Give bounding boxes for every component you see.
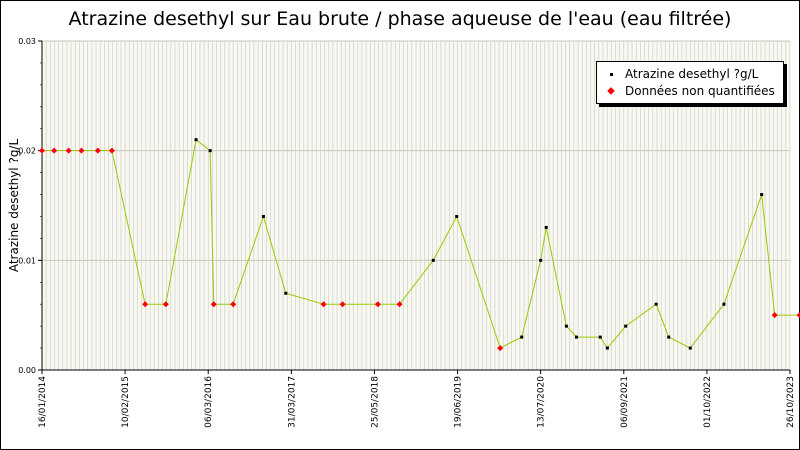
data-point-non-quantified	[339, 301, 346, 308]
x-tick-label: 16/01/2014	[38, 376, 48, 428]
data-point-non-quantified	[396, 301, 403, 308]
data-point-non-quantified	[108, 147, 115, 154]
chart-legend: Atrazine desethyl ?g/L ◆ Données non quan…	[596, 61, 784, 104]
legend-marker-black-icon	[605, 66, 617, 82]
x-tick-label: 25/05/2018	[370, 376, 380, 428]
data-point-non-quantified	[78, 147, 85, 154]
data-point	[624, 324, 628, 328]
data-point	[605, 346, 609, 350]
x-tick-label: 06/03/2016	[204, 376, 214, 428]
data-point	[564, 324, 568, 328]
data-point	[544, 225, 548, 229]
data-point-non-quantified	[771, 312, 778, 319]
x-tick-label: 10/02/2015	[121, 376, 131, 428]
x-tick-label: 26/10/2023	[786, 376, 796, 428]
chart-title: Atrazine desethyl sur Eau brute / phase …	[68, 8, 732, 30]
data-point-non-quantified	[210, 301, 217, 308]
data-point	[261, 214, 265, 218]
x-tick-label: 13/07/2020	[537, 376, 547, 428]
x-tick-label: 01/10/2022	[703, 376, 713, 428]
data-point-non-quantified	[142, 301, 149, 308]
data-point-non-quantified	[162, 301, 169, 308]
data-point-non-quantified	[94, 147, 101, 154]
data-point	[431, 258, 435, 262]
legend-item-quantified: Atrazine desethyl ?g/L	[605, 66, 758, 82]
data-point-non-quantified	[39, 147, 45, 154]
data-point	[722, 302, 726, 306]
data-point	[667, 335, 671, 339]
x-tick-label: 19/06/2019	[454, 376, 464, 428]
data-point	[654, 302, 658, 306]
data-point	[688, 346, 692, 350]
y-tick-label: 0.02	[18, 147, 36, 156]
data-point	[574, 335, 578, 339]
data-point-non-quantified	[320, 301, 327, 308]
data-point	[194, 138, 198, 142]
legend-item-non-quantified: ◆ Données non quantifiées	[605, 83, 775, 99]
y-tick-label: 0.00	[18, 366, 36, 375]
y-axis-label: Atrazine desethyl ?g/L	[7, 139, 21, 273]
data-point-non-quantified	[796, 312, 800, 319]
data-point	[455, 214, 459, 218]
x-tick-label: 06/09/2021	[620, 376, 630, 428]
data-point-non-quantified	[51, 147, 58, 154]
x-tick-label: 31/03/2017	[287, 376, 297, 428]
data-point-non-quantified	[497, 345, 504, 352]
y-tick-label: 0.01	[18, 256, 36, 265]
data-point	[208, 149, 212, 153]
data-point	[539, 258, 543, 262]
legend-label-non-quantified: Données non quantifiées	[625, 84, 775, 98]
legend-marker-red-icon: ◆	[607, 85, 615, 97]
data-point-non-quantified	[374, 301, 381, 308]
data-point-non-quantified	[230, 301, 237, 308]
data-point-non-quantified	[65, 147, 72, 154]
data-point	[760, 193, 764, 197]
data-point	[284, 291, 288, 295]
data-point	[598, 335, 602, 339]
legend-label-quantified: Atrazine desethyl ?g/L	[625, 67, 759, 81]
y-tick-label: 0.03	[18, 37, 36, 46]
data-point	[520, 335, 524, 339]
